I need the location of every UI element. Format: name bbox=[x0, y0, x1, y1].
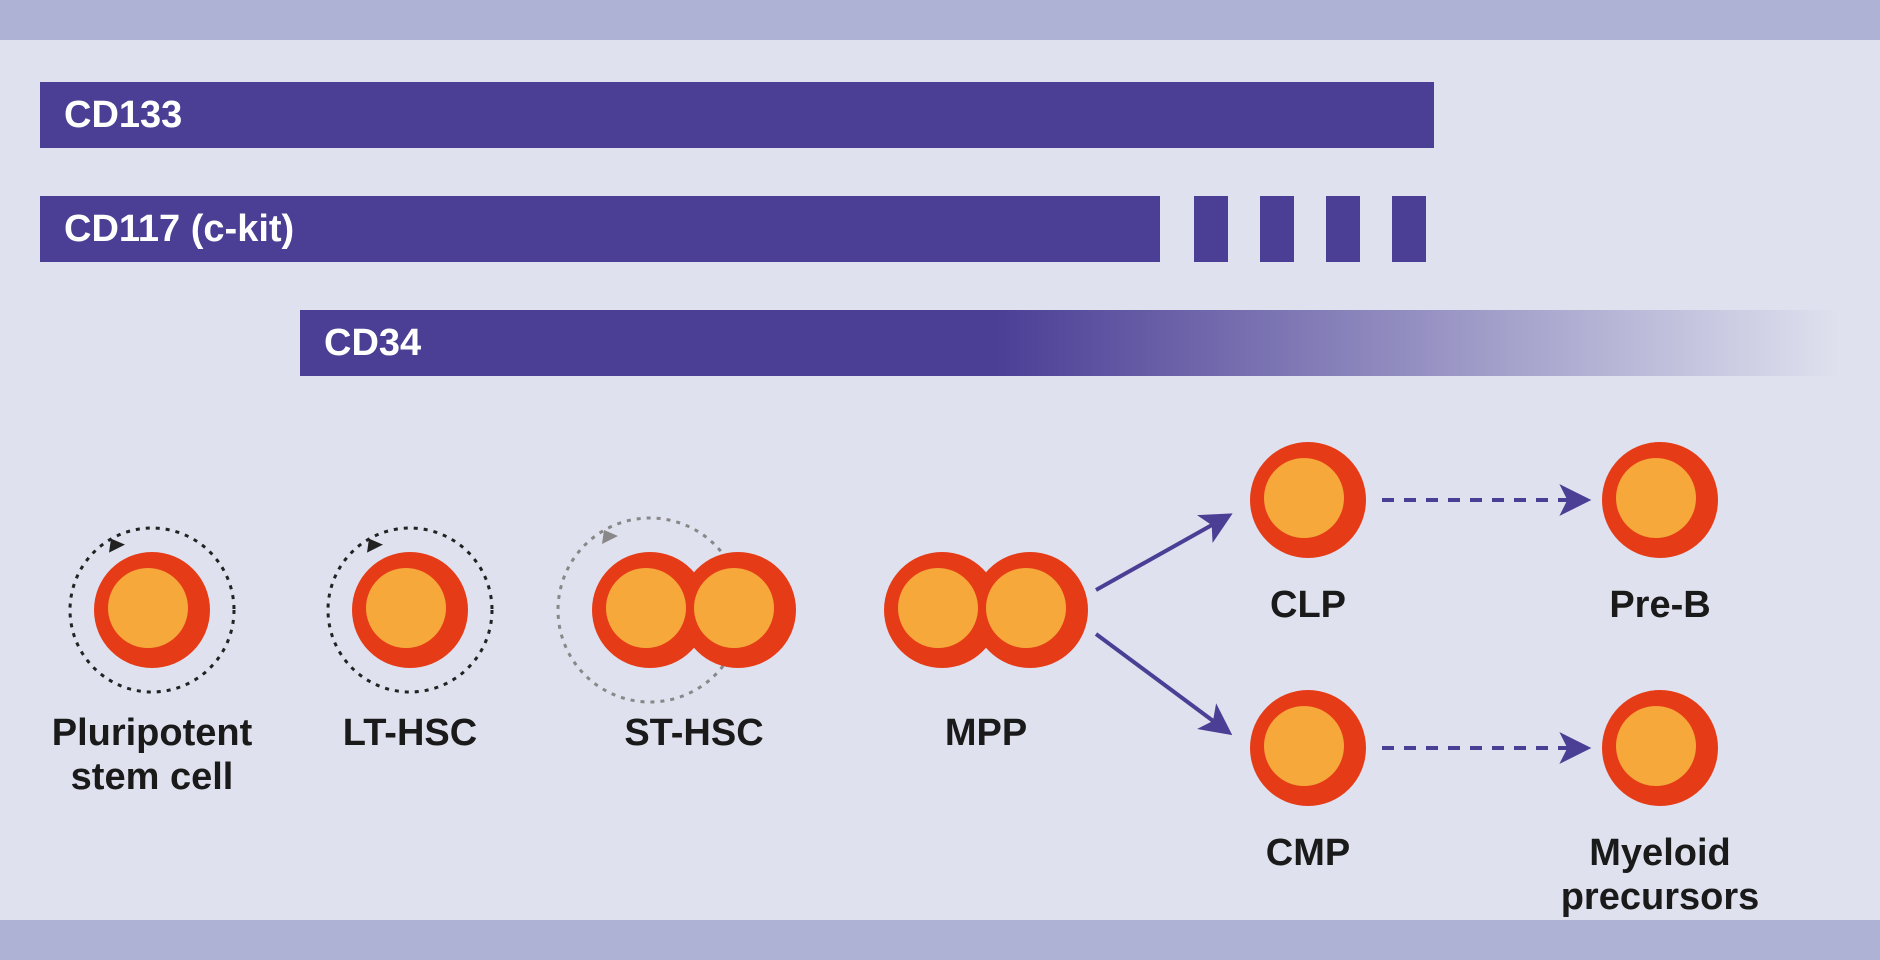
label-mpp: MPP bbox=[806, 712, 1166, 756]
diagram-svg bbox=[0, 0, 1880, 960]
label-myeloid: Myeloidprecursors bbox=[1480, 832, 1840, 919]
label-clp: CLP bbox=[1128, 584, 1488, 628]
label-cmp: CMP bbox=[1128, 832, 1488, 876]
label-pre-b: Pre-B bbox=[1480, 584, 1840, 628]
